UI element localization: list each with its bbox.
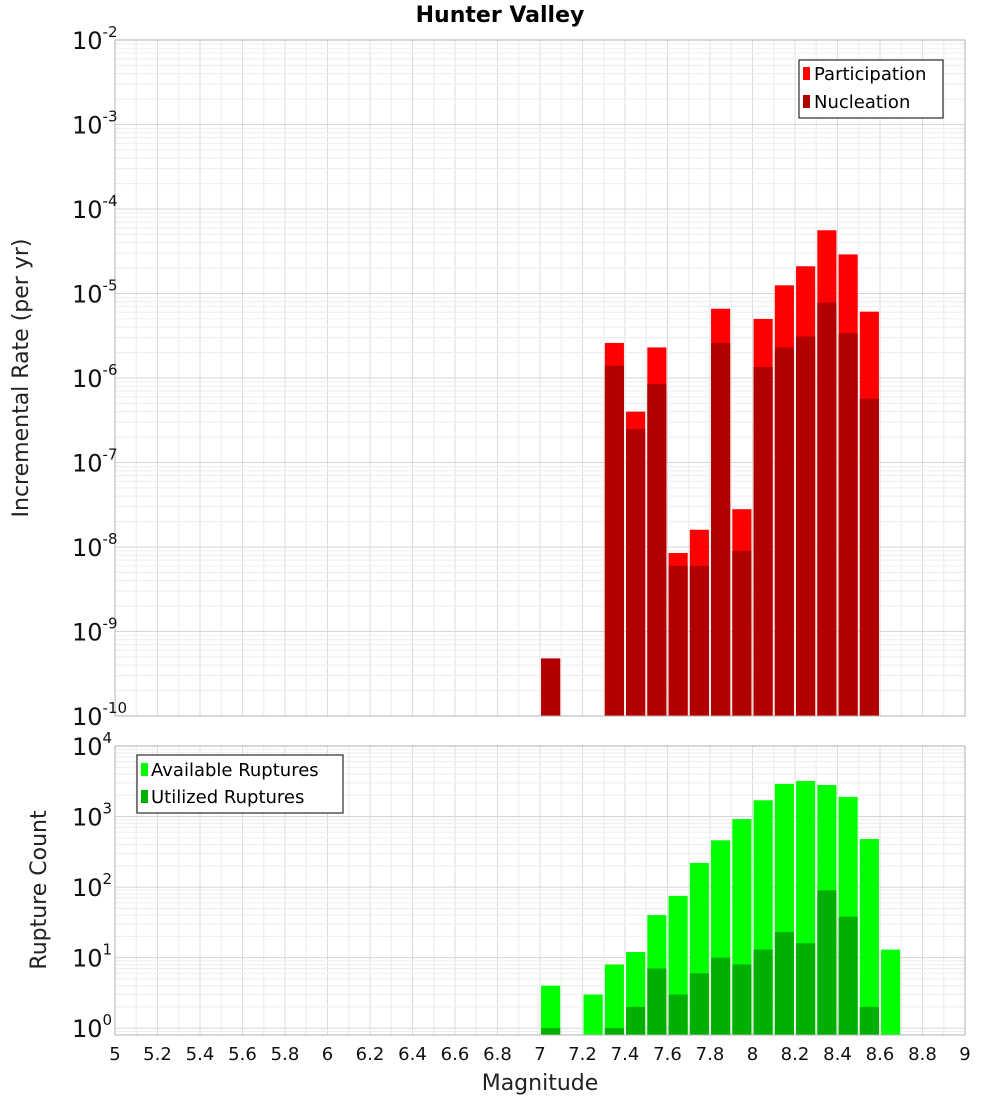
x-tick-label: 8.4 [823, 1044, 852, 1065]
top-y-tick-label: 10-8 [72, 530, 118, 562]
x-tick-label: 8.2 [781, 1044, 810, 1065]
bottom-y-axis-label: Rupture Count [27, 810, 52, 970]
legend-swatch-participation [803, 67, 810, 80]
bar-utilized-ruptures [859, 1006, 879, 1035]
top-y-tick-label: 10-6 [72, 361, 118, 393]
bottom-plot-frame [114, 745, 966, 1036]
x-tick-label: 6.2 [356, 1044, 385, 1065]
bar-utilized-ruptures [774, 932, 794, 1035]
bar-nucleation [626, 428, 646, 716]
bar-nucleation [838, 333, 858, 716]
bottom-legend-box [136, 754, 344, 814]
bar-available-ruptures [583, 994, 603, 1035]
top-y-tick-label: 10-5 [72, 277, 118, 309]
top-chart: 10-10 10-9 10-8 10-7 10-6 10-5 10-4 10-3 10-2 In… [9, 23, 966, 731]
legend-label-nucleation: Nucleation [814, 92, 910, 113]
top-y-tick-label: 10-4 [72, 192, 118, 224]
bar-utilized-ruptures [647, 968, 667, 1035]
bar-available-ruptures [604, 964, 624, 1035]
bottom-y-tick-label: 104 [72, 729, 112, 761]
legend-label-available: Available Ruptures [151, 760, 319, 781]
bottom-chart: 100 101 102 103 104 5 5.2 5.4 5.6 5.8 6 6.2 6.4 6.6 6… [27, 729, 971, 1096]
legend-swatch-utilized [141, 790, 148, 803]
bar-utilized-ruptures [711, 957, 731, 1035]
bar-utilized-ruptures [817, 890, 837, 1035]
bar-utilized-ruptures [541, 1028, 561, 1035]
bar-utilized-ruptures [689, 973, 709, 1035]
x-axis-label: Magnitude [482, 1071, 599, 1096]
legend-label-utilized: Utilized Ruptures [151, 787, 304, 808]
bottom-bars [541, 780, 901, 1035]
bar-nucleation [668, 565, 688, 716]
bar-utilized-ruptures [604, 1028, 624, 1035]
bar-utilized-ruptures [732, 964, 752, 1035]
top-y-tick-label: 10-3 [72, 108, 118, 140]
x-tick-label: 7.4 [611, 1044, 640, 1065]
x-tick-label: 8.8 [908, 1044, 937, 1065]
x-tick-label: 7.8 [696, 1044, 725, 1065]
x-tick-label: 9 [959, 1044, 970, 1065]
top-y-tick-label: 10-9 [72, 615, 118, 647]
x-tick-label: 5.2 [143, 1044, 172, 1065]
bar-nucleation [859, 398, 879, 716]
bar-nucleation [774, 347, 794, 716]
bar-nucleation [604, 365, 624, 716]
x-tick-label: 6.6 [441, 1044, 470, 1065]
x-tick-label: 5.8 [271, 1044, 300, 1065]
x-tick-label: 8 [747, 1044, 758, 1065]
legend-swatch-nucleation [803, 95, 810, 108]
bottom-y-tick-label: 103 [72, 800, 112, 832]
bottom-y-tick-label: 101 [72, 941, 112, 973]
legend-swatch-available [141, 763, 148, 776]
bar-nucleation [711, 342, 731, 716]
chart-title: Hunter Valley [416, 3, 585, 28]
top-legend-box [798, 59, 944, 119]
bar-utilized-ruptures [668, 994, 688, 1035]
x-tick-label: 5 [109, 1044, 120, 1065]
bar-nucleation [689, 565, 709, 716]
bar-available-ruptures [541, 985, 561, 1035]
top-plot-frame [114, 39, 966, 717]
bottom-y-tick-label: 100 [72, 1011, 112, 1043]
top-y-axis-label: Incremental Rate (per yr) [9, 239, 34, 518]
top-grid [114, 39, 966, 717]
top-bars [541, 230, 879, 716]
bar-available-ruptures [881, 949, 901, 1035]
top-y-ticks: 10-10 10-9 10-8 10-7 10-6 10-5 10-4 10-3 10-2 [72, 23, 127, 731]
x-tick-label: 7.2 [568, 1044, 597, 1065]
legend-label-participation: Participation [814, 64, 926, 85]
top-legend: Participation Nucleation [798, 59, 944, 119]
bar-nucleation [541, 658, 561, 716]
bottom-legend: Available Ruptures Utilized Ruptures [136, 754, 344, 814]
x-tick-label: 5.6 [228, 1044, 257, 1065]
bar-utilized-ruptures [796, 943, 816, 1035]
bottom-y-tick-label: 102 [72, 870, 112, 902]
top-y-tick-label: 10-2 [72, 23, 118, 55]
bar-nucleation [732, 550, 752, 716]
x-tick-label: 6.8 [483, 1044, 512, 1065]
x-tick-label: 6 [322, 1044, 333, 1065]
top-y-tick-label: 10-10 [72, 699, 127, 731]
x-ticks: 5 5.2 5.4 5.6 5.8 6 6.2 6.4 6.6 6.8 7 7.2 7.4 7.6 7.8 8… [109, 1044, 970, 1065]
bar-utilized-ruptures [838, 916, 858, 1035]
x-tick-label: 6.4 [398, 1044, 427, 1065]
bar-nucleation [753, 366, 773, 716]
bar-utilized-ruptures [753, 949, 773, 1035]
top-y-tick-label: 10-7 [72, 446, 118, 478]
bottom-y-ticks: 100 101 102 103 104 [72, 729, 112, 1043]
x-tick-label: 7 [534, 1044, 545, 1065]
x-tick-label: 8.6 [866, 1044, 895, 1065]
x-tick-label: 7.6 [653, 1044, 682, 1065]
bar-nucleation [817, 302, 837, 716]
bar-available-ruptures [859, 839, 879, 1035]
bar-utilized-ruptures [626, 1006, 646, 1035]
bar-nucleation [796, 336, 816, 716]
x-tick-label: 5.4 [186, 1044, 215, 1065]
bar-nucleation [647, 383, 667, 716]
